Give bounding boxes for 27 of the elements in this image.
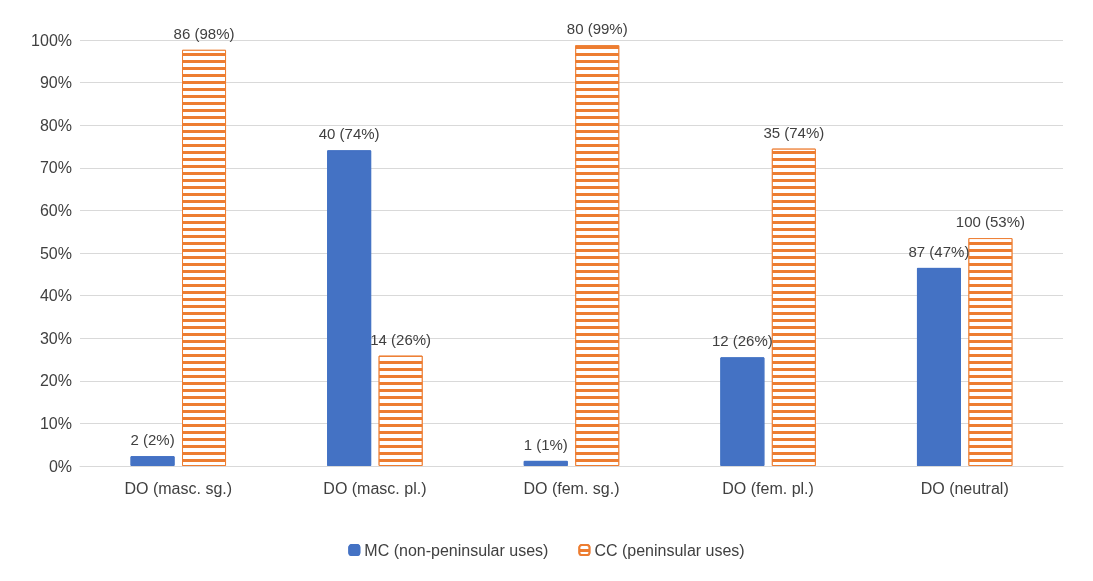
legend-label: MC (non-peninsular uses)	[364, 541, 549, 559]
data-label: 40 (74%)	[318, 125, 380, 143]
data-label: 1 (1%)	[523, 435, 568, 453]
x-tick-label: DO (masc. sg.)	[124, 479, 233, 497]
data-label: 80 (99%)	[566, 20, 628, 38]
y-tick-label: 30%	[39, 329, 72, 347]
data-label: 35 (74%)	[763, 123, 825, 141]
y-tick-label: 0%	[48, 457, 72, 475]
y-tick-label: 50%	[39, 244, 72, 262]
x-tick-label: DO (fem. sg.)	[523, 479, 620, 497]
data-label: 100 (53%)	[955, 213, 1026, 231]
y-tick-label: 100%	[31, 31, 72, 49]
legend-label: CC (peninsular uses)	[594, 541, 745, 559]
data-label: 86 (98%)	[173, 24, 235, 42]
x-tick-label: DO (neutral)	[920, 479, 1009, 497]
y-tick-label: 70%	[39, 159, 72, 177]
x-tick-label: DO (fem. pl.)	[722, 479, 814, 497]
y-tick-label: 90%	[39, 74, 72, 92]
y-tick-label: 60%	[39, 201, 72, 219]
y-tick-label: 40%	[39, 287, 72, 305]
y-tick-label: 80%	[39, 116, 72, 134]
data-label: 14 (26%)	[370, 330, 432, 348]
x-tick-label: DO (masc. pl.)	[323, 479, 427, 497]
y-tick-label: 20%	[39, 372, 72, 390]
data-label: 2 (2%)	[130, 431, 175, 449]
data-label: 12 (26%)	[711, 332, 773, 350]
y-tick-label: 10%	[39, 414, 72, 432]
